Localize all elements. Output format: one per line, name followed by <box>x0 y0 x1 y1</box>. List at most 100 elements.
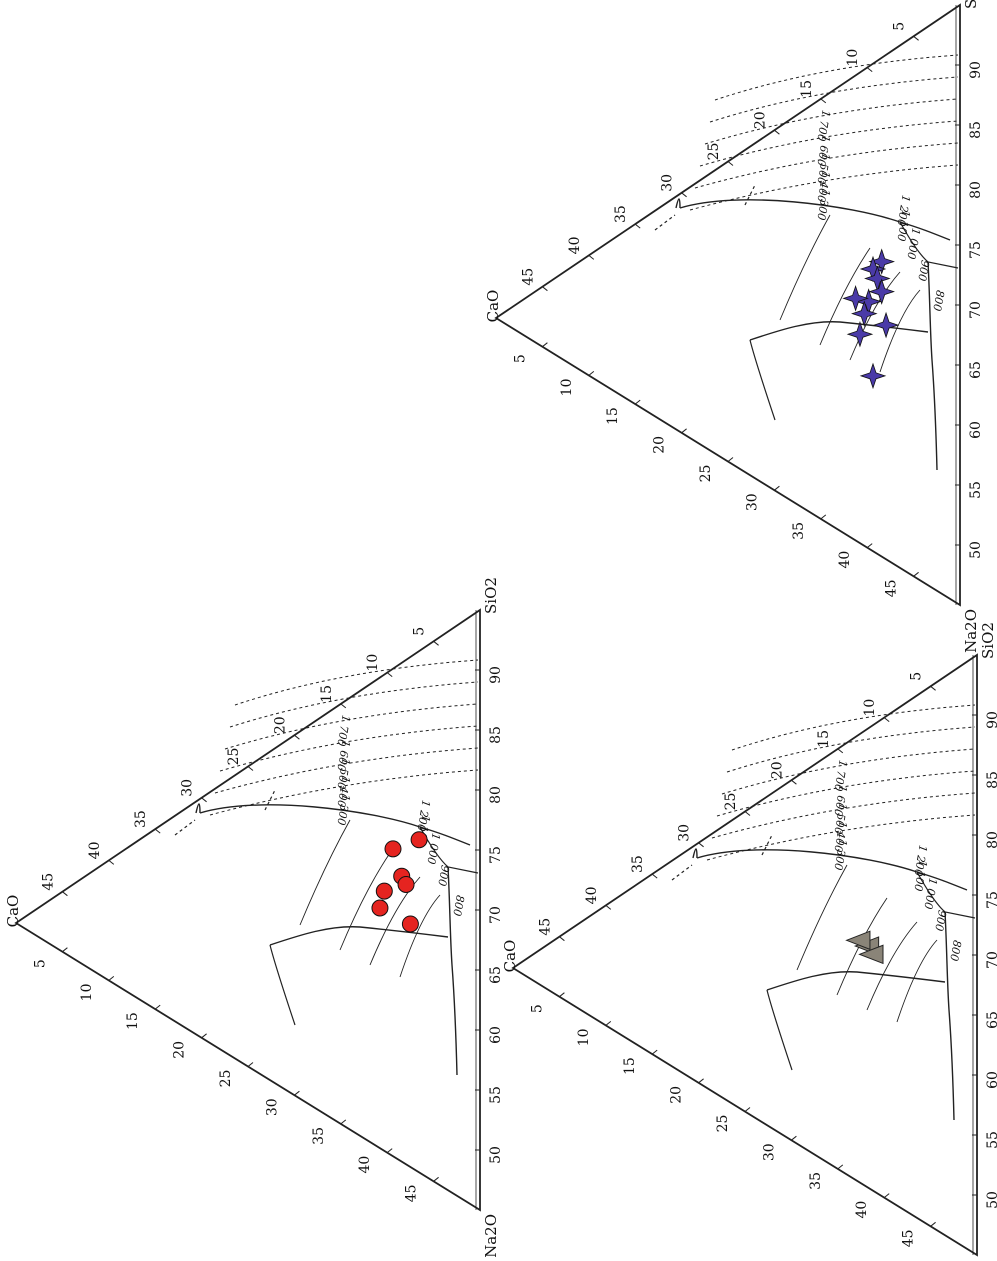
upper-tick-label: 40 <box>87 841 103 859</box>
ternary-outline <box>511 653 978 1257</box>
left-tick-label: 45 <box>404 1184 420 1202</box>
bottom-tick-label: 50 <box>985 1191 997 1209</box>
data-point-circle <box>410 831 428 849</box>
upper-tick <box>820 98 827 104</box>
left-tick-label: 10 <box>559 378 575 396</box>
bottom-tick-label: 80 <box>488 786 504 804</box>
left-tick <box>605 1021 612 1026</box>
left-tick <box>651 1049 658 1055</box>
upper-tick <box>542 286 548 292</box>
upper-tick-label: 40 <box>567 236 583 254</box>
bottom-tick-label: 50 <box>968 541 984 559</box>
left-tick-label: 40 <box>837 551 853 569</box>
vertex-label-na2o: Na2O <box>482 1214 500 1257</box>
left-tick-label: 20 <box>172 1041 188 1059</box>
boundary-curve <box>692 848 698 859</box>
upper-tick <box>681 192 687 198</box>
left-tick-label: 5 <box>512 354 528 363</box>
vertex-label-cao: CaO <box>4 895 22 928</box>
isotherm-label: 1 700 <box>814 109 832 142</box>
bottom-tick-label: 85 <box>985 771 997 789</box>
upper-tick <box>433 640 439 646</box>
upper-tick <box>108 860 115 865</box>
left-tick <box>883 1193 890 1198</box>
isotherm-line <box>299 819 351 926</box>
left-tick-label: 40 <box>854 1201 870 1219</box>
left-tick <box>62 947 68 953</box>
vertex-label-na2o: Na2O <box>962 609 980 653</box>
upper-tick-label: 30 <box>660 174 676 192</box>
isotherm-label: 800 <box>947 939 963 962</box>
left-tick-label: 45 <box>901 1229 917 1247</box>
upper-tick-label: 45 <box>537 918 553 936</box>
dashed-isotherm <box>716 770 976 817</box>
upper-tick-label: 35 <box>133 810 149 828</box>
upper-tick-label: 30 <box>677 824 693 842</box>
dashed-isotherm <box>761 834 773 856</box>
bottom-tick-label: 75 <box>488 846 504 864</box>
boundary-curve <box>944 911 955 1121</box>
upper-tick <box>791 779 797 785</box>
bottom-tick-label: 65 <box>488 966 504 984</box>
isotherm-label: 1 500 <box>334 757 352 790</box>
vertex-label-sio2: SiO2 <box>979 622 997 659</box>
bottom-tick-label: 50 <box>488 1146 504 1164</box>
left-tick <box>774 485 780 491</box>
data-point-star <box>846 320 874 348</box>
isotherm-label: 1 600 <box>831 784 849 817</box>
bottom-tick-label: 80 <box>985 831 997 849</box>
left-tick <box>108 976 115 981</box>
left-tick-label: 30 <box>264 1098 280 1116</box>
left-tick-label: 30 <box>744 493 760 511</box>
isotherm-line <box>399 894 441 978</box>
data-point-circle <box>397 875 415 893</box>
ternary-panel-2: 5 10 15 20 25 30 35 40 45 45 40 35 30 25 20 15 10 5 50 55 60… <box>484 0 984 653</box>
ternary-panel-1: 5 10 15 20 25 30 35 40 45 45 40 35 30 25 20 15 10 5 50 55 60… <box>4 577 504 1258</box>
data-point-triangle <box>858 944 884 965</box>
upper-tick-label: 5 <box>892 22 908 31</box>
isotherm-label: 1 500 <box>831 802 849 835</box>
left-tick-label: 30 <box>761 1143 777 1161</box>
bottom-tick-label: 55 <box>968 481 984 499</box>
isotherm-label: 1 300 <box>334 793 352 826</box>
ternary-panel-3: 5 10 15 20 25 30 35 40 45 45 40 35 30 25 20 15 10 5 50 55 60… <box>501 622 997 1261</box>
boundary-curve <box>675 198 681 209</box>
upper-tick <box>774 129 780 135</box>
left-tick <box>386 1148 393 1153</box>
left-tick-label: 15 <box>605 407 621 425</box>
dashed-isotherm <box>714 54 959 101</box>
data-point-star <box>859 362 887 390</box>
upper-tick <box>294 734 300 740</box>
boundary-curve <box>749 339 776 421</box>
isotherm-label: 1 000 <box>921 877 939 910</box>
left-tick-label: 20 <box>669 1086 685 1104</box>
upper-tick <box>588 255 595 260</box>
upper-tick <box>744 811 751 816</box>
data-point-circle <box>384 840 402 858</box>
bottom-tick-label: 90 <box>968 61 984 79</box>
data-point-circle <box>375 882 393 900</box>
boundary-curve <box>199 804 471 846</box>
left-tick <box>340 1119 347 1125</box>
isotherm-line <box>339 852 391 951</box>
left-tick <box>791 1135 797 1141</box>
bottom-tick-label: 85 <box>488 726 504 744</box>
upper-tick-label: 10 <box>845 49 861 67</box>
upper-tick <box>201 797 207 803</box>
dashed-isotherm <box>229 681 479 728</box>
bottom-tick-label: 80 <box>968 181 984 199</box>
boundary-curve <box>749 321 929 341</box>
bottom-tick-label: 60 <box>968 421 984 439</box>
bottom-tick-label: 60 <box>985 1071 997 1089</box>
left-tick <box>698 1078 704 1084</box>
boundary-curve <box>899 221 959 269</box>
data-point-star <box>842 285 869 312</box>
boundary-curve <box>679 199 951 241</box>
isotherm-label: 1 700 <box>334 714 352 747</box>
boundary-curve <box>927 261 938 471</box>
left-tick <box>542 342 548 348</box>
upper-tick <box>340 703 347 709</box>
upper-tick-label: 10 <box>365 654 381 672</box>
isotherm-label: 1 400 <box>831 820 849 853</box>
